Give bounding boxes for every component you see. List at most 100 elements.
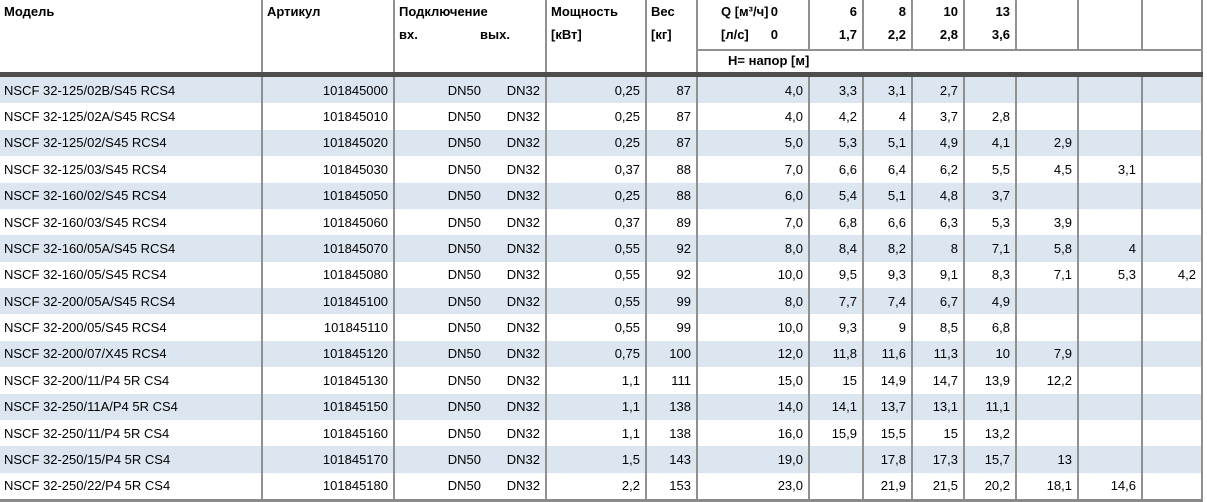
- head-cell: [810, 446, 864, 473]
- head-cell: [1143, 472, 1203, 499]
- flow-ls-value: 1,7: [838, 27, 857, 42]
- head-cell: 4,0: [698, 103, 810, 130]
- head-cell: [810, 472, 864, 499]
- inlet-value: DN50: [447, 320, 481, 336]
- connection-cell: DN50 DN32: [395, 235, 547, 262]
- head-cell: 12,0: [698, 340, 810, 368]
- flow-zero-m3h: 0: [770, 4, 778, 19]
- head-cell: 2,9: [1017, 129, 1079, 157]
- power-cell: 0,55: [547, 261, 647, 288]
- head-cell: 6,2: [913, 156, 965, 183]
- outlet-value: DN32: [506, 399, 540, 415]
- head-cell: 14,9: [864, 367, 913, 394]
- flow-ls-value: 2,2: [887, 27, 906, 42]
- weight-cell: 143: [647, 446, 698, 473]
- head-cell: [1143, 314, 1203, 341]
- outlet-value: DN32: [506, 135, 540, 151]
- inlet-value: DN50: [447, 109, 481, 125]
- outlet-value: DN32: [506, 372, 540, 388]
- flow-m3h-value: 13: [995, 4, 1010, 19]
- flow-column-header: 8 2,2: [864, 0, 913, 49]
- head-cell: 14,7: [913, 367, 965, 394]
- flow-ls-value: 2,8: [939, 27, 958, 42]
- power-cell: 1,1: [547, 367, 647, 394]
- connection-cell: DN50 DN32: [395, 472, 547, 499]
- head-cell: 8,2: [864, 235, 913, 262]
- head-cell: [1143, 182, 1203, 209]
- head-cell: [1143, 393, 1203, 420]
- head-cell: [965, 77, 1017, 104]
- head-cell: 9,5: [810, 261, 864, 288]
- head-cell: 6,4: [864, 156, 913, 183]
- head-cell: [1079, 103, 1143, 130]
- head-cell: 16,0: [698, 419, 810, 447]
- head-cell: [1143, 156, 1203, 183]
- table-body: NSCF 32-125/02B/S45 RCS4 101845000 DN50 …: [0, 77, 1203, 499]
- head-cell: 7,7: [810, 288, 864, 315]
- inlet-value: DN50: [447, 451, 481, 467]
- inlet-value: DN50: [447, 372, 481, 388]
- head-cell: 10: [965, 340, 1017, 368]
- head-cell: 18,1: [1017, 472, 1079, 499]
- head-cell: 5,5: [965, 156, 1017, 183]
- head-band: H= напор [м]: [698, 51, 1203, 72]
- head-cell: 8,0: [698, 235, 810, 262]
- head-cell: 11,1: [965, 393, 1017, 420]
- outlet-value: DN32: [506, 161, 540, 177]
- head-cell: [1143, 419, 1203, 447]
- head-cell: 5,3: [1079, 261, 1143, 288]
- weight-cell: 87: [647, 129, 698, 157]
- head-cell: 23,0: [698, 472, 810, 499]
- head-cell: [1017, 77, 1079, 104]
- head-cell: 7,1: [965, 235, 1017, 262]
- head-cell: [1017, 103, 1079, 130]
- head-cell: 5,3: [810, 129, 864, 157]
- model-cell: NSCF 32-125/02A/S45 RCS4: [0, 103, 263, 130]
- article-cell: 101845150: [263, 393, 395, 420]
- power-cell: 0,25: [547, 182, 647, 209]
- weight-cell: 99: [647, 314, 698, 341]
- head-cell: 6,8: [965, 314, 1017, 341]
- inlet-value: DN50: [447, 82, 481, 98]
- article-cell: 101845180: [263, 472, 395, 499]
- article-cell: 101845070: [263, 235, 395, 262]
- head-cell: 4: [1079, 235, 1143, 262]
- head-cell: [1079, 77, 1143, 104]
- table-row: NSCF 32-250/11A/P4 5R CS4 101845150 DN50…: [0, 393, 1203, 420]
- connection-cell: DN50 DN32: [395, 208, 547, 236]
- outlet-value: DN32: [506, 425, 540, 441]
- article-cell: 101845130: [263, 367, 395, 394]
- article-cell: 101845010: [263, 103, 395, 130]
- power-cell: 1,1: [547, 419, 647, 447]
- connection-cell: DN50 DN32: [395, 446, 547, 473]
- article-cell: 101845160: [263, 419, 395, 447]
- weight-cell: 87: [647, 103, 698, 130]
- head-cell: [1017, 288, 1079, 315]
- outlet-value: DN32: [506, 478, 540, 494]
- weight-cell: 138: [647, 393, 698, 420]
- head-cell: [1079, 446, 1143, 473]
- flow-column-header: [1143, 0, 1203, 49]
- head-cell: 8,0: [698, 288, 810, 315]
- table-row: NSCF 32-200/05/S45 RCS4 101845110 DN50 D…: [0, 314, 1203, 341]
- weight-cell: 88: [647, 182, 698, 209]
- head-cell: [1079, 393, 1143, 420]
- article-cell: 101845060: [263, 208, 395, 236]
- head-cell: 9,3: [864, 261, 913, 288]
- head-cell: [1143, 235, 1203, 262]
- head-cell: 3,7: [965, 182, 1017, 209]
- flow-unit-ls-label: [л/с]: [721, 27, 749, 42]
- flow-m3h-value: 6: [849, 4, 857, 19]
- article-cell: 101845080: [263, 261, 395, 288]
- head-cell: 10,0: [698, 314, 810, 341]
- weight-cell: 87: [647, 77, 698, 104]
- inlet-value: DN50: [447, 425, 481, 441]
- connection-cell: DN50 DN32: [395, 182, 547, 209]
- column-header-article-label: Артикул: [267, 4, 321, 19]
- head-cell: [1143, 208, 1203, 236]
- article-cell: 101845100: [263, 288, 395, 315]
- head-cell: [1079, 419, 1143, 447]
- table-row: NSCF 32-160/03/S45 RCS4 101845060 DN50 D…: [0, 208, 1203, 236]
- outlet-value: DN32: [506, 240, 540, 256]
- flow-m3h-value: [1017, 4, 1077, 20]
